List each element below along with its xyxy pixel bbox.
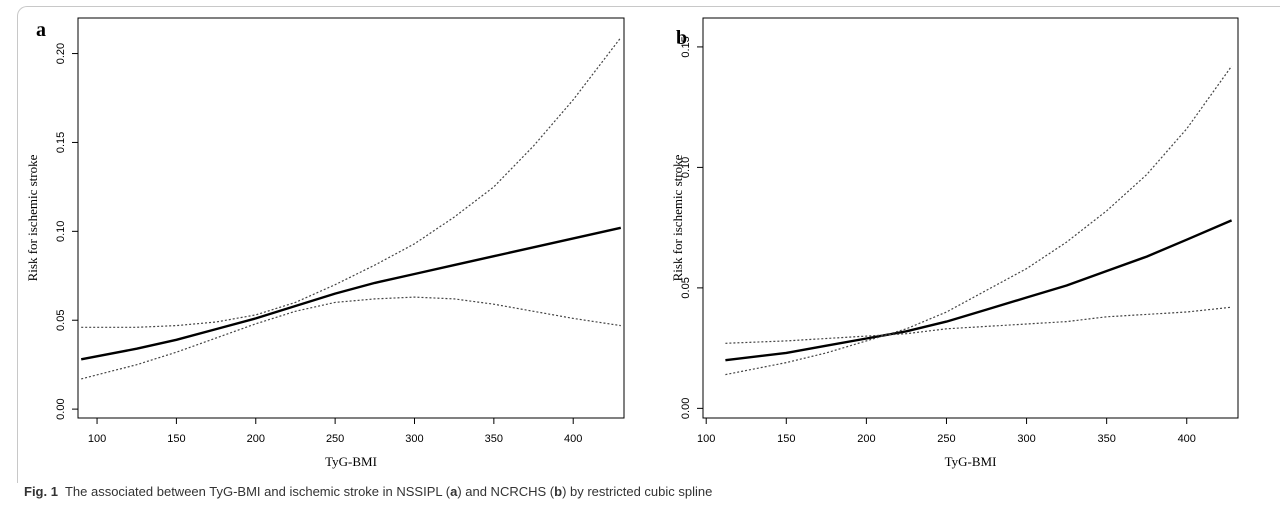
- panel-a-y-tick-label: 0.10: [55, 221, 67, 242]
- panel-b-x-tick-label: 350: [1097, 433, 1115, 445]
- panel-a-chart: 100 150 200 250 300 350 400 0.00 0.05 0.10 0.15 0.2…: [25, 17, 625, 469]
- panel-b-chart: 100 150 200 250 300 350 400 0.00 0.05 0.10 0.15 TyG…: [670, 17, 1239, 469]
- panel-a-x-tick-label: 200: [247, 433, 265, 445]
- panel-b-y-axis-label: Risk for ischemic stroke: [670, 154, 685, 281]
- panel-b-x-tick-label: 250: [937, 433, 955, 445]
- panel-b-x-tick-label: 100: [697, 433, 715, 445]
- panel-a-x-tick-label: 250: [326, 433, 344, 445]
- panel-b-y-tick-label: 0.15: [680, 36, 692, 57]
- panel-b-x-axis-label: TyG-BMI: [945, 454, 997, 469]
- panel-b-y-tick-label: 0.00: [680, 398, 692, 419]
- figure-frame: [17, 6, 1280, 483]
- caption-text-1: The associated between TyG-BMI and ische…: [64, 484, 451, 499]
- panel-a-ci-line-1: [81, 37, 622, 328]
- panel-b-letter: b: [676, 27, 687, 49]
- panel-a-y-tick-label: 0.00: [55, 398, 67, 419]
- panel-a-x-tick-label: 300: [405, 433, 423, 445]
- panel-b-x-tick-label: 300: [1017, 433, 1035, 445]
- panel-b-y-tick-label: 0.10: [680, 157, 692, 178]
- panel-a-ci-line-2: [81, 296, 621, 380]
- panel-b-ci-line-1: [725, 306, 1232, 344]
- panel-a-y-tick-label: 0.20: [55, 43, 67, 64]
- panel-a-x-tick-label: 350: [485, 433, 503, 445]
- panel-a-x-tick-label: 100: [88, 433, 106, 445]
- panel-a-y-tick-label: 0.15: [55, 132, 67, 153]
- caption-ref-b: b: [554, 484, 563, 499]
- caption-label: Fig. 1: [24, 484, 58, 499]
- figure-caption: Fig. 1 The associated between TyG-BMI an…: [24, 484, 1264, 499]
- panel-a-letter: a: [36, 19, 46, 41]
- panel-b-ci-line-2: [725, 65, 1233, 376]
- panel-a-x-tick-label: 150: [167, 433, 185, 445]
- panel-a-x-tick-label: 400: [564, 433, 582, 445]
- caption-text-3: ) by restricted cubic spline: [562, 484, 713, 499]
- caption-ref-a: a: [450, 484, 458, 499]
- panel-b-plot-frame: [702, 17, 1239, 419]
- panel-b-y-tick-label: 0.05: [680, 277, 692, 298]
- caption-text-2: ) and NCRCHS (: [457, 484, 555, 499]
- panel-b-x-tick-label: 400: [1178, 433, 1196, 445]
- panel-b-x-tick-label: 150: [777, 433, 795, 445]
- panel-a-x-axis-label: TyG-BMI: [325, 454, 377, 469]
- panel-a-y-axis-label: Risk for ischemic stroke: [25, 154, 40, 281]
- panel-b-estimate-line: [725, 219, 1233, 362]
- panel-a-y-tick-label: 0.05: [55, 310, 67, 331]
- panel-a-estimate-line: [80, 226, 622, 361]
- panel-b-x-tick-label: 200: [857, 433, 875, 445]
- panel-a-plot-frame: [77, 17, 625, 419]
